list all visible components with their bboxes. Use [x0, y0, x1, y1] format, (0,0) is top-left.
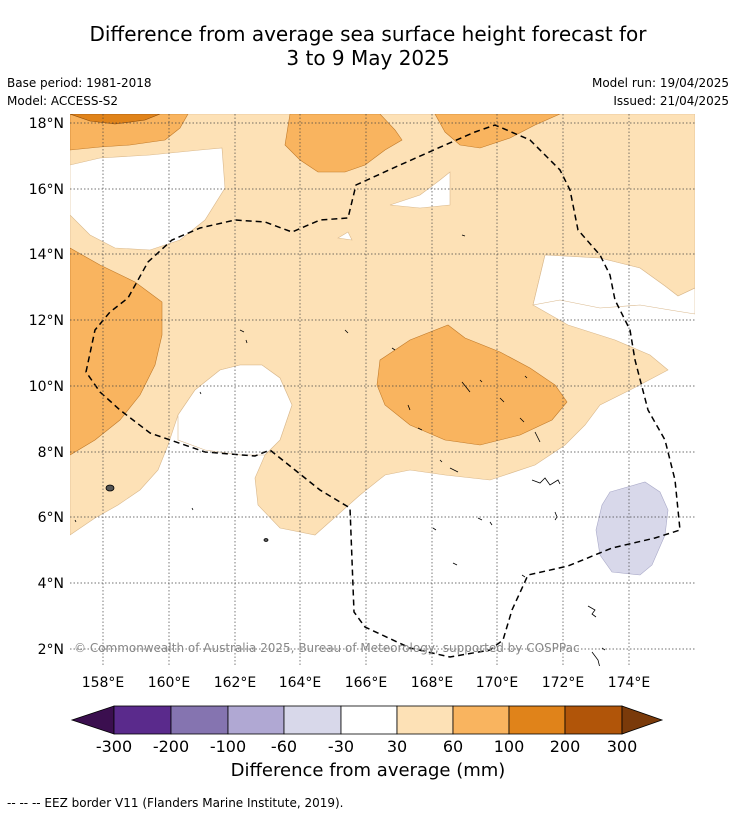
- colorbar-tick: 30: [387, 737, 407, 756]
- contour-60-100-central: [376, 324, 568, 446]
- base-period-info: Base period: 1981-2018 Model: ACCESS-S2: [7, 74, 152, 110]
- colorbar-max-extension: [621, 705, 664, 735]
- latitude-labels: 18°N 16°N 14°N 12°N 10°N 8°N 6°N 4°N 2°N: [29, 116, 64, 658]
- base-period: Base period: 1981-2018: [7, 76, 152, 90]
- lat-label: 10°N: [29, 379, 64, 395]
- lon-label: 162°E: [214, 675, 257, 691]
- model-run-info: Model run: 19/04/2025 Issued: 21/04/2025: [592, 74, 729, 110]
- colorbar-tick: -200: [153, 737, 189, 756]
- colorbar-label: Difference from average (mm): [230, 760, 506, 781]
- lat-label: 18°N: [29, 116, 64, 132]
- eez-border: [85, 124, 681, 658]
- contour-100-200: [70, 114, 161, 125]
- longitude-labels: 158°E 160°E 162°E 164°E 166°E 168°E 170°…: [82, 675, 651, 691]
- model-run: Model run: 19/04/2025: [591, 76, 729, 90]
- copyright-notice: © Commonwealth of Australia 2025, Bureau…: [74, 641, 580, 655]
- neutral-patch-west: [70, 147, 226, 251]
- lat-label: 8°N: [38, 445, 64, 461]
- islands: [74, 234, 606, 666]
- colorbar-tick: -60: [271, 737, 297, 756]
- colorbar-tick: -300: [96, 737, 132, 756]
- lat-label: 12°N: [29, 313, 64, 329]
- lat-label: 2°N: [38, 642, 64, 658]
- colorbar-swatch: [113, 705, 172, 735]
- lon-label: 160°E: [148, 675, 191, 691]
- colorbar-tick: -100: [210, 737, 246, 756]
- lon-label: 170°E: [476, 675, 519, 691]
- lon-label: 172°E: [542, 675, 585, 691]
- contour-field: [70, 114, 695, 666]
- colorbar-swatch: [508, 705, 566, 735]
- graticule: [70, 114, 695, 666]
- colorbar-tick: 200: [550, 737, 581, 756]
- colorbar-swatch: [283, 705, 342, 735]
- contour-60-100-northeast: [434, 114, 561, 149]
- colorbar-swatch: [170, 705, 229, 735]
- issued-date: Issued: 21/04/2025: [613, 94, 729, 108]
- lon-label: 164°E: [279, 675, 322, 691]
- contour-minus-30: [595, 481, 669, 576]
- colorbar: -300 -200 -100 -60 -30 30 60 100 200 300: [70, 705, 664, 756]
- lon-label: 174°E: [608, 675, 651, 691]
- map-title: Difference from average sea surface heig…: [0, 22, 736, 70]
- colorbar-tick: 100: [494, 737, 525, 756]
- colorbar-swatch: [396, 705, 454, 735]
- lon-label: 166°E: [345, 675, 388, 691]
- neutral-patch-central: [177, 364, 293, 456]
- colorbar-tick: 300: [607, 737, 638, 756]
- neutral-patch-small: [337, 231, 353, 241]
- lon-label: 168°E: [411, 675, 454, 691]
- colorbar-swatch: [340, 705, 398, 735]
- colorbar-swatch: [452, 705, 510, 735]
- title-line-2: 3 to 9 May 2025: [286, 46, 450, 70]
- lat-label: 14°N: [29, 247, 64, 263]
- contour-60-100-north: [284, 114, 403, 173]
- colorbar-tick: 60: [443, 737, 463, 756]
- colorbar-swatch: [227, 705, 285, 735]
- contour-60-100-west: [70, 247, 163, 456]
- lat-label: 4°N: [38, 576, 64, 592]
- colorbar-tick: -30: [328, 737, 354, 756]
- lat-label: 6°N: [38, 510, 64, 526]
- neutral-patch-east: [532, 254, 695, 315]
- colorbar-swatch: [564, 705, 623, 735]
- lat-label: 16°N: [29, 182, 64, 198]
- colorbar-min-extension: [70, 705, 115, 735]
- neutral-patch-north: [389, 171, 451, 209]
- title-line-1: Difference from average sea surface heig…: [89, 22, 647, 46]
- eez-footnote: -- -- -- EEZ border V11 (Flanders Marine…: [7, 796, 344, 810]
- model-name: Model: ACCESS-S2: [7, 94, 119, 108]
- lon-label: 158°E: [82, 675, 125, 691]
